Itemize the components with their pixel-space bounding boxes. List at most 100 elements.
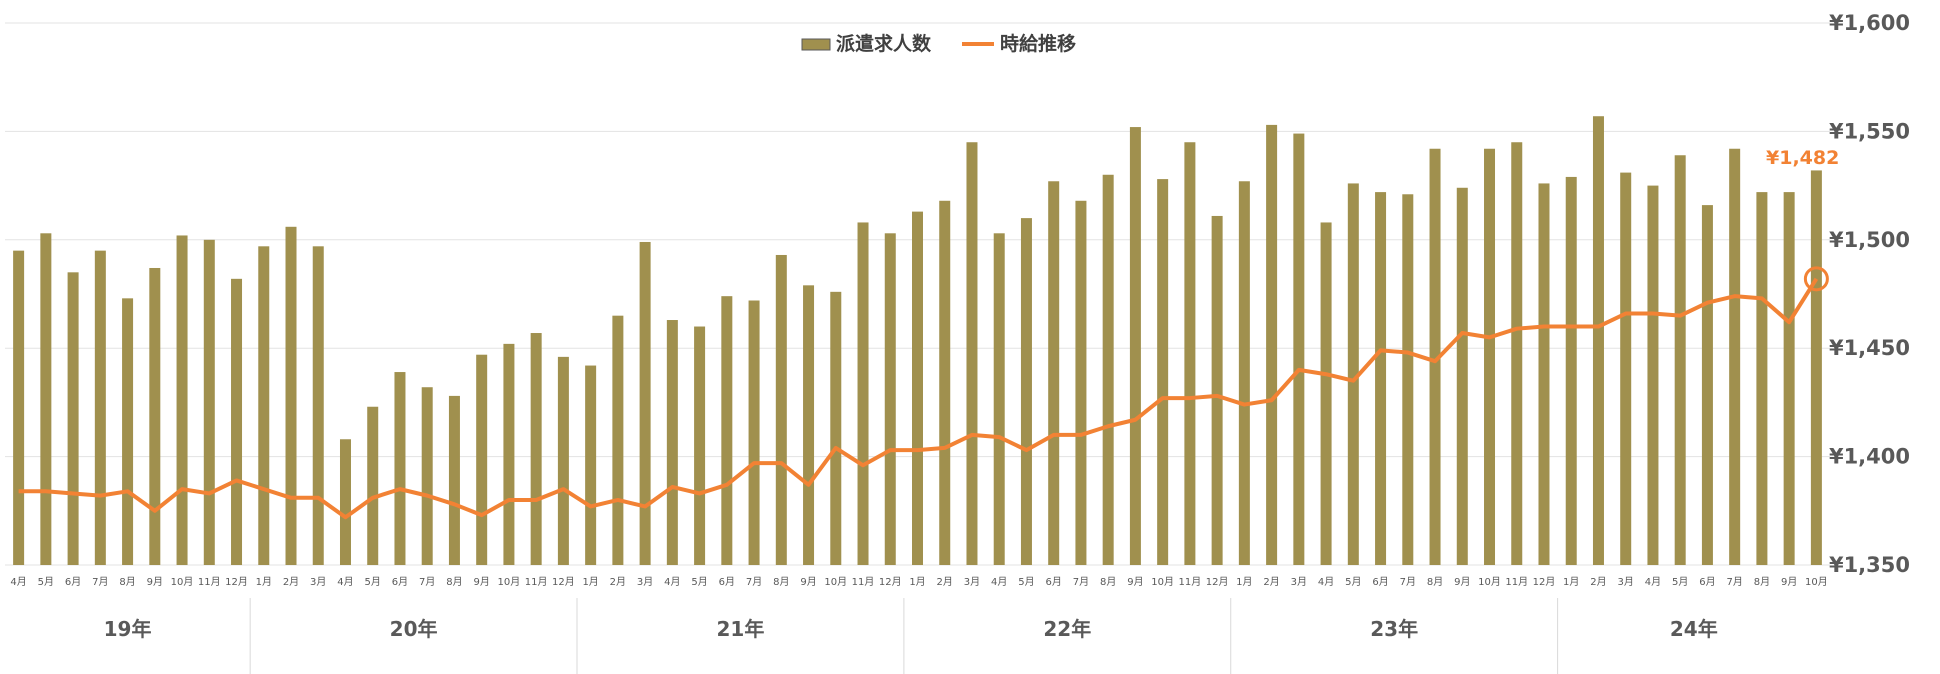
bar xyxy=(530,333,542,565)
x-tick-label: 11月 xyxy=(852,576,875,588)
x-tick-label: 8月 xyxy=(773,576,789,588)
x-tick-label: 8月 xyxy=(1100,576,1116,588)
bar xyxy=(312,246,324,565)
bar xyxy=(857,222,869,565)
bar xyxy=(1701,205,1713,565)
bar xyxy=(748,300,760,565)
x-tick-label: 6月 xyxy=(1372,576,1388,588)
x-tick-label: 1月 xyxy=(256,576,272,588)
bar xyxy=(122,298,134,565)
bar xyxy=(203,239,215,566)
x-tick-label: 10月 xyxy=(498,576,521,588)
year-label: 20年 xyxy=(390,617,438,641)
x-axis: 4月 5月 6月 7月 8月 9月 10月 11月 12月 1月 2月 3月 4月 5月 6月 7月 8月 9月 1… xyxy=(10,576,1827,588)
y-tick-label: ¥1,450 xyxy=(1829,336,1910,360)
x-tick-label: 5月 xyxy=(691,576,707,588)
year-label: 22年 xyxy=(1043,617,1091,641)
year-label: 21年 xyxy=(717,617,765,641)
x-tick-label: 9月 xyxy=(147,576,163,588)
bar xyxy=(1238,181,1250,565)
bar xyxy=(258,246,270,565)
x-tick-label: 1月 xyxy=(1563,576,1579,588)
bar xyxy=(612,315,624,565)
x-tick-label: 6月 xyxy=(719,576,735,588)
bar xyxy=(367,406,379,565)
last-point-marker xyxy=(1803,266,1829,292)
x-tick-label: 6月 xyxy=(1699,576,1715,588)
year-label: 23年 xyxy=(1370,617,1418,641)
bar xyxy=(557,356,569,565)
x-tick-label: 6月 xyxy=(1046,576,1062,588)
bar xyxy=(1729,148,1741,565)
bar xyxy=(830,291,842,565)
x-tick-label: 8月 xyxy=(1754,576,1770,588)
bar xyxy=(1810,170,1822,565)
y-tick-label: ¥1,600 xyxy=(1829,11,1910,35)
x-tick-label: 2月 xyxy=(1590,576,1606,588)
x-tick-label: 11月 xyxy=(525,576,548,588)
bar xyxy=(912,211,923,565)
y-tick-label: ¥1,400 xyxy=(1829,445,1910,469)
bar xyxy=(1129,127,1141,566)
bar xyxy=(585,365,597,565)
x-tick-label: 2月 xyxy=(1263,576,1279,588)
bar xyxy=(1184,142,1196,566)
bar xyxy=(1674,155,1686,566)
bar xyxy=(421,387,433,565)
bar xyxy=(1429,148,1441,565)
x-tick-label: 7月 xyxy=(1726,576,1742,588)
x-tick-label: 12月 xyxy=(552,576,575,588)
x-tick-label: 1月 xyxy=(582,576,598,588)
x-tick-label: 1月 xyxy=(909,576,925,588)
bar xyxy=(476,354,488,565)
bar xyxy=(94,250,106,565)
bar xyxy=(666,320,678,565)
bar xyxy=(67,272,79,565)
bar xyxy=(1075,200,1087,565)
x-tick-label: 9月 xyxy=(1454,576,1470,588)
bar xyxy=(176,235,188,566)
legend-bar-swatch xyxy=(801,38,831,51)
bar xyxy=(1375,192,1387,565)
x-tick-label: 3月 xyxy=(964,576,980,588)
x-tick-label: 11月 xyxy=(198,576,221,588)
x-tick-label: 8月 xyxy=(446,576,462,588)
bar xyxy=(149,267,161,565)
x-tick-label: 10月 xyxy=(824,576,847,588)
bar xyxy=(231,278,243,565)
bar xyxy=(1048,181,1060,565)
line-layer xyxy=(18,266,1829,520)
bar xyxy=(1266,124,1278,565)
bar xyxy=(1783,192,1795,565)
x-tick-label: 5月 xyxy=(1018,576,1034,588)
year-label: 19年 xyxy=(104,617,152,641)
x-tick-label: 9月 xyxy=(473,576,489,588)
bar xyxy=(40,233,52,565)
x-tick-label: 2月 xyxy=(610,576,626,588)
line-series xyxy=(18,277,1819,520)
x-tick-label: 10月 xyxy=(1805,576,1828,588)
x-tick-label: 12月 xyxy=(225,576,248,588)
bar xyxy=(1565,176,1577,566)
x-tick-label: 12月 xyxy=(879,576,902,588)
bar xyxy=(1484,148,1496,565)
x-tick-label: 2月 xyxy=(283,576,299,588)
bar xyxy=(1538,183,1550,565)
bar xyxy=(1102,174,1114,565)
bar xyxy=(884,233,896,565)
x-tick-label: 12月 xyxy=(1533,576,1556,588)
year-axis: 19年 20年 21年 22年 23年 24年 xyxy=(104,598,1718,674)
y-tick-label: ¥1,500 xyxy=(1829,228,1910,252)
x-tick-label: 6月 xyxy=(65,576,81,588)
y-tick-label: ¥1,350 xyxy=(1829,553,1910,577)
x-tick-label: 4月 xyxy=(991,576,1007,588)
last-value-label: ¥1,482 xyxy=(1766,147,1839,169)
bar xyxy=(1402,194,1414,565)
bar xyxy=(1157,179,1169,565)
bar xyxy=(1620,172,1632,566)
x-tick-label: 11月 xyxy=(1505,576,1528,588)
x-tick-label: 4月 xyxy=(1318,576,1334,588)
legend-line-label: 時給推移 xyxy=(1000,32,1076,55)
